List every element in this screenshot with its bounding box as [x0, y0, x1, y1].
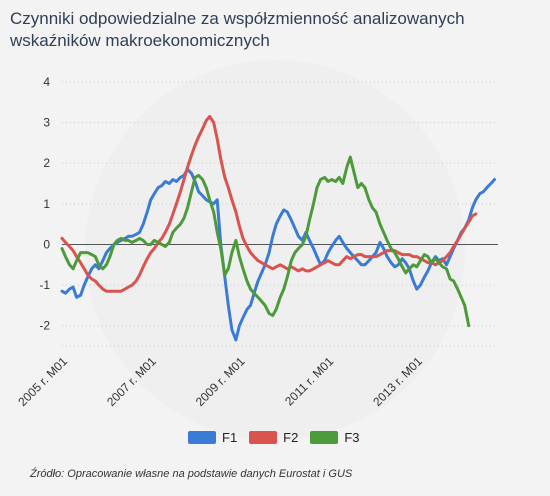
- y-tick-label: 0: [43, 237, 50, 251]
- legend-item-f2: F2: [249, 430, 298, 445]
- y-axis-ticks: -2 -1 0 1 2 3 4: [39, 75, 50, 333]
- chart-title-line-1: Czynniki odpowiedzialne za współzmiennoś…: [10, 9, 465, 28]
- chart-legend: F1 F2 F3: [188, 430, 360, 445]
- legend-label: F2: [283, 430, 299, 445]
- chart-title-line-2: wskaźników makroekonomicznych: [10, 31, 270, 50]
- series-line-f1: [60, 167, 496, 342]
- series-line-f3: [60, 155, 471, 328]
- y-tick-label: 3: [43, 116, 50, 130]
- legend-swatch: [310, 431, 339, 444]
- legend-item-f1: F1: [188, 430, 237, 445]
- chart-series-lines: [60, 115, 496, 342]
- y-tick-label: 2: [43, 156, 50, 170]
- legend-item-f3: F3: [310, 430, 360, 445]
- chart-title: Czynniki odpowiedzialne za współzmiennoś…: [10, 8, 540, 52]
- x-tick-label: 2005 r. M01: [15, 354, 70, 409]
- y-tick-label: 1: [43, 197, 50, 211]
- series-line-f2: [60, 115, 478, 293]
- background-watermark: [85, 60, 465, 440]
- legend-swatch: [249, 431, 278, 444]
- legend-label: F3: [344, 430, 360, 445]
- y-tick-label: -1: [39, 278, 50, 292]
- source-note: Źródło: Opracowanie własne na podstawie …: [30, 468, 353, 480]
- y-tick-label: -2: [39, 319, 50, 333]
- y-tick-label: 4: [43, 75, 50, 89]
- chart-grid: [62, 81, 498, 347]
- legend-swatch: [188, 431, 216, 444]
- legend-label: F1: [222, 430, 238, 445]
